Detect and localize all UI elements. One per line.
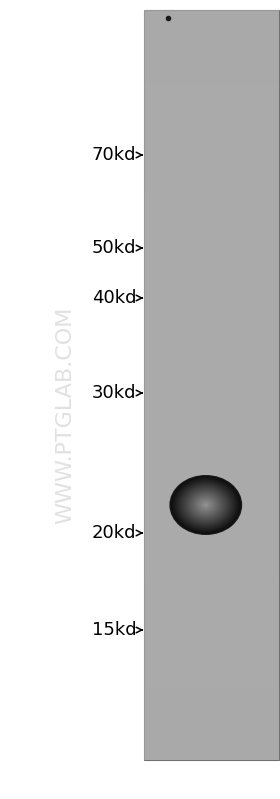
Ellipse shape [174, 479, 237, 531]
Ellipse shape [171, 476, 241, 534]
Ellipse shape [203, 503, 208, 507]
Ellipse shape [191, 493, 220, 517]
Ellipse shape [184, 487, 228, 523]
Ellipse shape [200, 500, 212, 510]
Ellipse shape [172, 477, 240, 533]
Ellipse shape [177, 481, 235, 529]
Ellipse shape [194, 495, 218, 515]
Ellipse shape [201, 501, 211, 509]
Text: WWW.PTGLAB.COM: WWW.PTGLAB.COM [55, 307, 75, 524]
Ellipse shape [205, 504, 207, 506]
Ellipse shape [183, 486, 229, 524]
Ellipse shape [180, 484, 231, 526]
Ellipse shape [169, 475, 242, 535]
Ellipse shape [190, 492, 221, 518]
Text: 15kd: 15kd [92, 621, 136, 639]
Ellipse shape [178, 482, 234, 528]
Ellipse shape [197, 498, 214, 512]
Ellipse shape [185, 488, 227, 522]
Ellipse shape [181, 485, 230, 525]
Ellipse shape [179, 483, 232, 527]
Ellipse shape [199, 499, 213, 511]
Text: 70kd: 70kd [92, 146, 136, 164]
Ellipse shape [186, 489, 225, 521]
Ellipse shape [196, 497, 216, 513]
Bar [144, 10, 279, 760]
Ellipse shape [195, 496, 217, 514]
Ellipse shape [188, 490, 224, 520]
Text: 50kd: 50kd [92, 239, 136, 257]
Text: 30kd: 30kd [92, 384, 136, 402]
Ellipse shape [189, 491, 223, 519]
Ellipse shape [192, 494, 219, 516]
Ellipse shape [176, 480, 236, 530]
Text: 40kd: 40kd [92, 289, 136, 307]
Ellipse shape [173, 478, 239, 532]
Ellipse shape [202, 502, 209, 508]
Text: 20kd: 20kd [92, 524, 136, 542]
